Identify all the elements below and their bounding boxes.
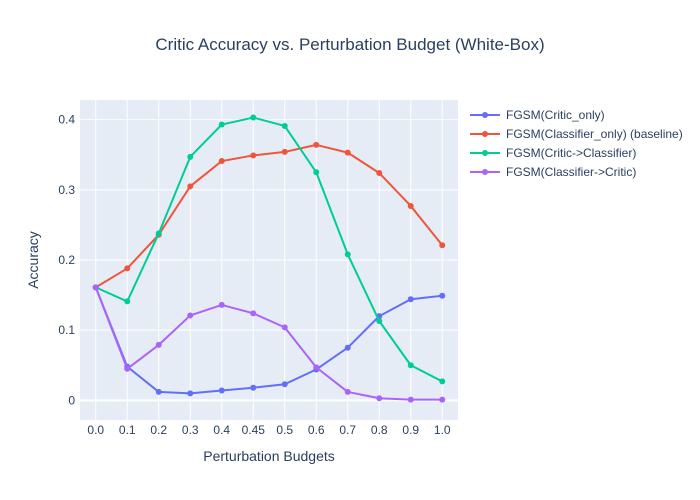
data-point: [218, 121, 225, 128]
x-tick-label: 0.8: [371, 423, 388, 437]
legend-label: FGSM(Classifier->Critic): [506, 165, 636, 179]
series-line: [95, 143, 444, 289]
data-point: [124, 365, 131, 372]
data-point: [281, 324, 288, 331]
data-point: [92, 284, 99, 291]
legend: FGSM(Critic_only) FGSM(Classifier_only) (…: [470, 108, 683, 179]
y-tick-label: 0.2: [58, 253, 75, 267]
data-point: [155, 230, 162, 237]
legend-label: FGSM(Critic_only): [506, 108, 605, 122]
data-point: [313, 364, 320, 371]
data-point: [407, 396, 414, 403]
data-point: [439, 292, 446, 299]
data-point: [281, 381, 288, 388]
series-line: [94, 286, 443, 395]
series: [92, 141, 446, 291]
data-point: [250, 152, 257, 159]
data-point: [313, 141, 320, 148]
legend-item[interactable]: FGSM(Classifier_only) (baseline): [470, 127, 683, 141]
data-point: [124, 298, 131, 305]
data-point: [250, 384, 257, 391]
data-point: [439, 378, 446, 385]
legend-item[interactable]: FGSM(Classifier->Critic): [470, 165, 636, 179]
data-point: [376, 395, 383, 402]
data-point: [155, 388, 162, 395]
data-point: [187, 183, 194, 190]
legend-item[interactable]: FGSM(Critic_only): [470, 108, 605, 122]
legend-swatch-marker: [482, 131, 488, 137]
x-tick-label: 0.6: [308, 423, 325, 437]
legend-swatch-marker: [482, 112, 488, 118]
x-axis-title: Perturbation Budgets: [203, 448, 335, 464]
data-point: [250, 114, 257, 121]
data-point: [187, 390, 194, 397]
series-layer: [92, 114, 446, 403]
y-axis-ticks: 0 0.1 0.2 0.3 0.4: [58, 113, 75, 408]
data-point: [187, 312, 194, 319]
data-point: [281, 122, 288, 129]
x-tick-label: 0.4: [213, 423, 230, 437]
data-point: [281, 148, 288, 155]
data-point: [407, 296, 414, 303]
data-point: [218, 387, 225, 394]
data-point: [313, 169, 320, 176]
legend-item[interactable]: FGSM(Critic->Classifier): [470, 146, 636, 160]
y-axis-title: Accuracy: [25, 231, 41, 289]
data-point: [124, 265, 131, 272]
legend-label: FGSM(Critic->Classifier): [506, 146, 636, 160]
x-tick-label: 0.2: [150, 423, 167, 437]
data-point: [218, 301, 225, 308]
series: [92, 284, 446, 403]
data-point: [344, 251, 351, 258]
x-tick-label: 0.5: [276, 423, 293, 437]
y-tick-label: 0.1: [58, 323, 75, 337]
data-point: [187, 153, 194, 160]
legend-swatch-marker: [482, 169, 488, 175]
series-line: [94, 287, 443, 401]
data-point: [376, 318, 383, 325]
y-tick-label: 0.4: [58, 113, 75, 127]
y-tick-label: 0: [68, 393, 75, 407]
x-tick-label: 0.0: [87, 423, 104, 437]
data-point: [439, 396, 446, 403]
x-tick-label: 0.7: [339, 423, 356, 437]
data-point: [344, 149, 351, 156]
data-point: [344, 388, 351, 395]
series-line: [95, 116, 443, 383]
data-point: [439, 242, 446, 249]
x-tick-label: 1.0: [434, 423, 451, 437]
data-point: [407, 362, 414, 369]
legend-swatch-marker: [482, 150, 488, 156]
data-point: [344, 344, 351, 351]
x-axis-ticks: 0.0 0.1 0.2 0.3 0.4 0.45 0.5 0.6 0.7 0.8 0.9 1.0: [87, 423, 451, 437]
data-point: [250, 310, 257, 317]
legend-label: FGSM(Classifier_only) (baseline): [506, 127, 683, 141]
x-tick-label: 0.45: [242, 423, 266, 437]
chart-title: Critic Accuracy vs. Perturbation Budget …: [155, 35, 544, 54]
data-point: [155, 341, 162, 348]
data-point: [376, 169, 383, 176]
x-tick-label: 0.1: [119, 423, 136, 437]
data-point: [218, 158, 225, 165]
x-tick-label: 0.9: [402, 423, 419, 437]
y-tick-label: 0.3: [58, 183, 75, 197]
data-point: [407, 202, 414, 209]
x-tick-label: 0.3: [182, 423, 199, 437]
